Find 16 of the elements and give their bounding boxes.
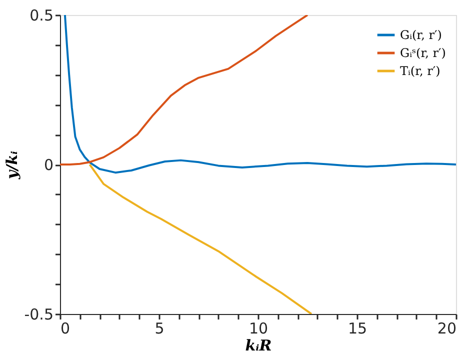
- x-axis-title: kᵢR: [245, 336, 272, 354]
- line-series: [64, 15, 456, 174]
- legend-label: Tᵢ(r, r′): [400, 64, 440, 78]
- x-tick-label: 10: [248, 320, 268, 338]
- x-tick-label: 20: [437, 320, 456, 338]
- legend-label: Gᵢˢ(r, r′): [400, 46, 446, 60]
- legend-label: Gᵢ(r, r′): [400, 28, 442, 42]
- x-tick-label: 0: [60, 320, 70, 338]
- y-axis-title: y/kᵢ: [3, 150, 22, 180]
- x-tick-label: 15: [348, 320, 368, 338]
- x-tick-label: 5: [154, 320, 164, 338]
- line-series: [60, 15, 308, 166]
- y-tick-label: 0: [44, 156, 54, 174]
- line-series: [88, 164, 312, 314]
- y-tick-label: 0.5: [30, 6, 54, 24]
- y-tick-label: -0.5: [24, 306, 54, 324]
